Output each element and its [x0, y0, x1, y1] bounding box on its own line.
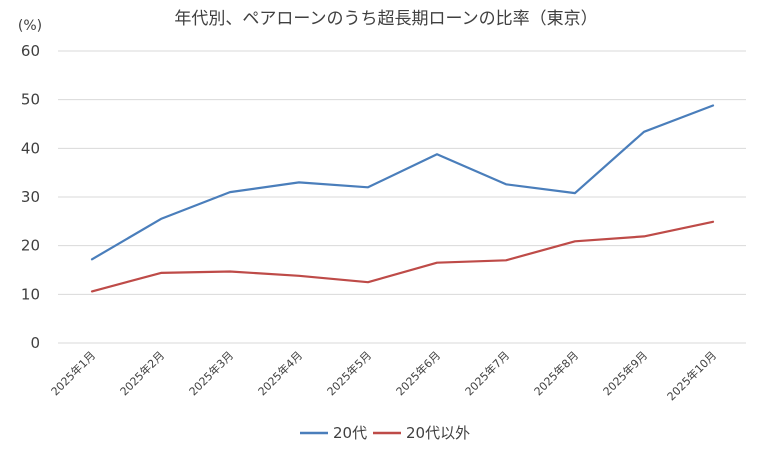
y-tick-label: 10: [21, 285, 40, 303]
x-tick-label: 2025年8月: [531, 348, 581, 398]
x-tick-label: 2025年1月: [48, 348, 98, 398]
x-tick-label: 2025年5月: [324, 348, 374, 398]
y-tick-label: 20: [21, 237, 40, 255]
y-tick-label: 50: [21, 91, 40, 109]
gridlines: [58, 50, 746, 344]
legend-label-2: 20代以外: [406, 424, 470, 442]
x-tick-label: 2025年10月: [664, 348, 719, 403]
series-line-2: [90, 220, 715, 293]
x-tick-label: 2025年9月: [600, 348, 650, 398]
series-line-1: [90, 104, 715, 261]
y-axis-unit-label: (%): [18, 18, 42, 34]
x-tick-label: 2025年7月: [462, 348, 512, 398]
y-tick-label: 60: [21, 42, 40, 60]
legend-label-1: 20代: [333, 424, 367, 442]
x-axis-ticks: 2025年1月 2025年2月 2025年3月 2025年4月 2025年5月 2025年…: [48, 348, 719, 403]
y-axis-ticks: 0 10 20 30 40 50 60: [21, 42, 40, 352]
y-tick-label: 30: [21, 188, 40, 206]
x-tick-label: 2025年2月: [117, 348, 167, 398]
x-tick-label: 2025年4月: [255, 348, 305, 398]
y-tick-label: 0: [30, 334, 40, 352]
y-tick-label: 40: [21, 139, 40, 157]
x-tick-label: 2025年6月: [393, 348, 443, 398]
chart-title: 年代別、ペアローンのうち超長期ローンの比率（東京）: [174, 9, 597, 29]
legend: 20代 20代以外: [300, 424, 470, 442]
series-lines: [90, 104, 715, 293]
x-tick-label: 2025年3月: [186, 348, 236, 398]
